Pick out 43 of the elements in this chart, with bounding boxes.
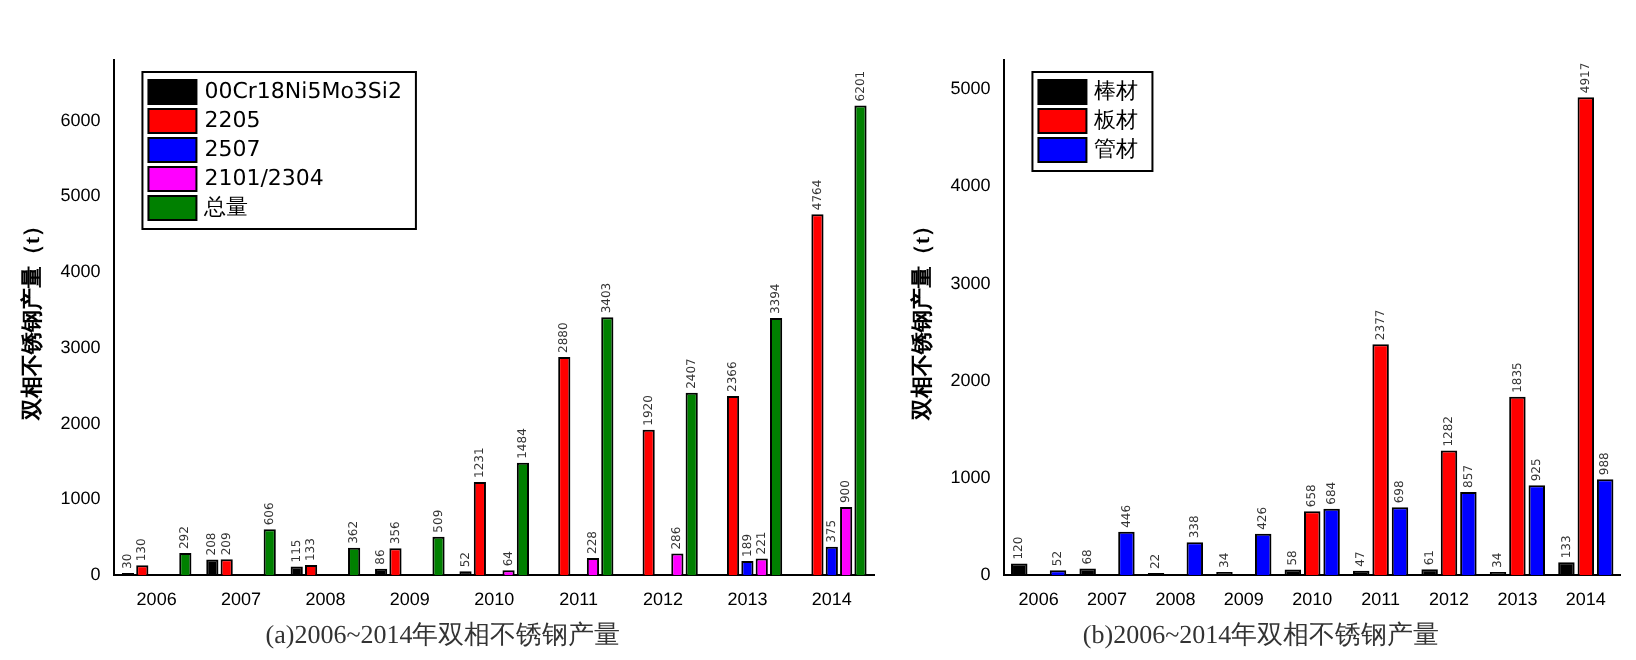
y-tick-label: 1000 [950,466,991,487]
y-tick-label: 1000 [60,488,101,509]
x-tick-label: 2011 [559,588,598,609]
legend-label: 管材 [1094,135,1139,162]
y-tick-label: 2000 [950,369,991,390]
x-tick-label: 2011 [1361,588,1400,609]
x-tick-label: 2007 [1087,588,1128,609]
x-tick-label: 2010 [474,588,515,609]
y-axis-title: 双相不锈钢产量（t） [908,214,935,423]
legend-label: 2101/2304 [204,164,324,191]
y-tick-label: 2000 [60,412,101,433]
y-tick-label: 0 [980,564,991,585]
x-tick-label: 2013 [727,588,768,609]
x-tick-label: 2013 [1497,588,1538,609]
y-axis-title: 双相不锈钢产量（t） [18,214,45,423]
x-tick-label: 2012 [642,588,684,609]
x-tick-label: 2014 [1565,588,1606,609]
y-tick-label: 4000 [60,261,101,282]
y-tick-label: 5000 [60,185,101,206]
y-tick-label: 4000 [950,175,991,196]
legend-label: 板材 [1092,106,1139,133]
x-tick-label: 2008 [1155,588,1196,609]
x-tick-label: 2006 [136,588,177,609]
legend-label: 2507 [204,135,261,162]
legend-label: 总量 [202,193,249,220]
x-tick-label: 2014 [811,588,852,609]
text: (a)2006~2014年双相不锈钢产量 [265,619,621,650]
x-tick-label: 2012 [1428,588,1470,609]
x-tick-label: 2009 [1223,588,1264,609]
x-tick-label: 2007 [221,588,262,609]
legend-label: 2205 [204,106,261,133]
legend-label: 棒材 [1094,77,1139,104]
y-tick-label: 5000 [950,78,991,99]
legend-label: 00Cr18Ni5Mo3Si2 [204,77,402,104]
x-tick-label: 2008 [305,588,346,609]
x-tick-label: 2006 [1018,588,1059,609]
x-tick-label: 2009 [389,588,430,609]
y-tick-label: 0 [90,564,101,585]
y-tick-label: 6000 [60,109,101,130]
x-tick-label: 2010 [1292,588,1333,609]
y-tick-label: 3000 [950,272,991,293]
text: (b)2006~2014年双相不锈钢产量 [1082,619,1440,650]
y-tick-label: 3000 [60,336,101,357]
